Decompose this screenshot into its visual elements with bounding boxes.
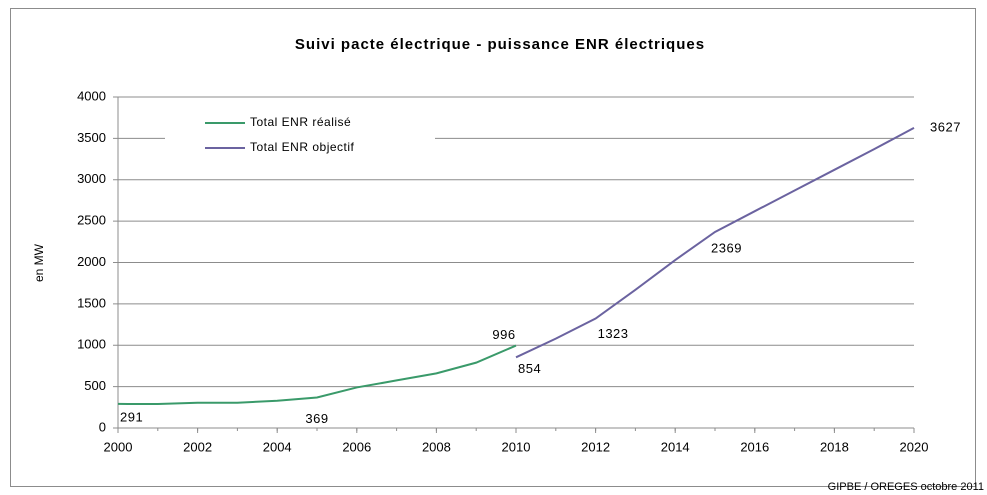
source-note: GIPBE / OREGES octobre 2011 xyxy=(828,481,984,493)
y-tick-label: 3000 xyxy=(77,171,106,186)
data-label: 996 xyxy=(492,327,515,342)
x-tick-label: 2008 xyxy=(422,439,451,454)
y-axis-label: en MW xyxy=(32,243,46,282)
legend-label: Total ENR réalisé xyxy=(250,115,351,129)
x-tick-label: 2010 xyxy=(502,439,531,454)
y-tick-label: 4000 xyxy=(77,88,106,103)
data-label: 3627 xyxy=(930,119,961,134)
line-series xyxy=(515,126,915,359)
x-tick-label: 2000 xyxy=(104,439,133,454)
y-tick-label: 0 xyxy=(99,419,106,434)
chart-title: Suivi pacte électrique - puissance ENR é… xyxy=(295,36,705,53)
y-tick-label: 2000 xyxy=(77,254,106,269)
x-tick-label: 2014 xyxy=(661,439,690,454)
x-tick-label: 2016 xyxy=(740,439,769,454)
x-tick-label: 2020 xyxy=(900,439,929,454)
line-series xyxy=(117,344,517,406)
data-label: 854 xyxy=(518,361,541,376)
x-tick-label: 2006 xyxy=(342,439,371,454)
data-label: 1323 xyxy=(598,326,629,341)
data-label: 2369 xyxy=(711,240,742,255)
y-tick-label: 1500 xyxy=(77,295,106,310)
data-label: 291 xyxy=(120,409,143,424)
chart-frame xyxy=(10,8,976,487)
y-tick-label: 2500 xyxy=(77,213,106,228)
x-tick-label: 2012 xyxy=(581,439,610,454)
y-tick-label: 1000 xyxy=(77,337,106,352)
legend-label: Total ENR objectif xyxy=(250,140,355,154)
x-tick-label: 2018 xyxy=(820,439,849,454)
data-label: 369 xyxy=(305,411,328,426)
x-tick-label: 2004 xyxy=(263,439,292,454)
y-tick-label: 500 xyxy=(84,378,106,393)
y-tick-label: 3500 xyxy=(77,130,106,145)
x-tick-label: 2002 xyxy=(183,439,212,454)
legend-box xyxy=(165,110,435,160)
